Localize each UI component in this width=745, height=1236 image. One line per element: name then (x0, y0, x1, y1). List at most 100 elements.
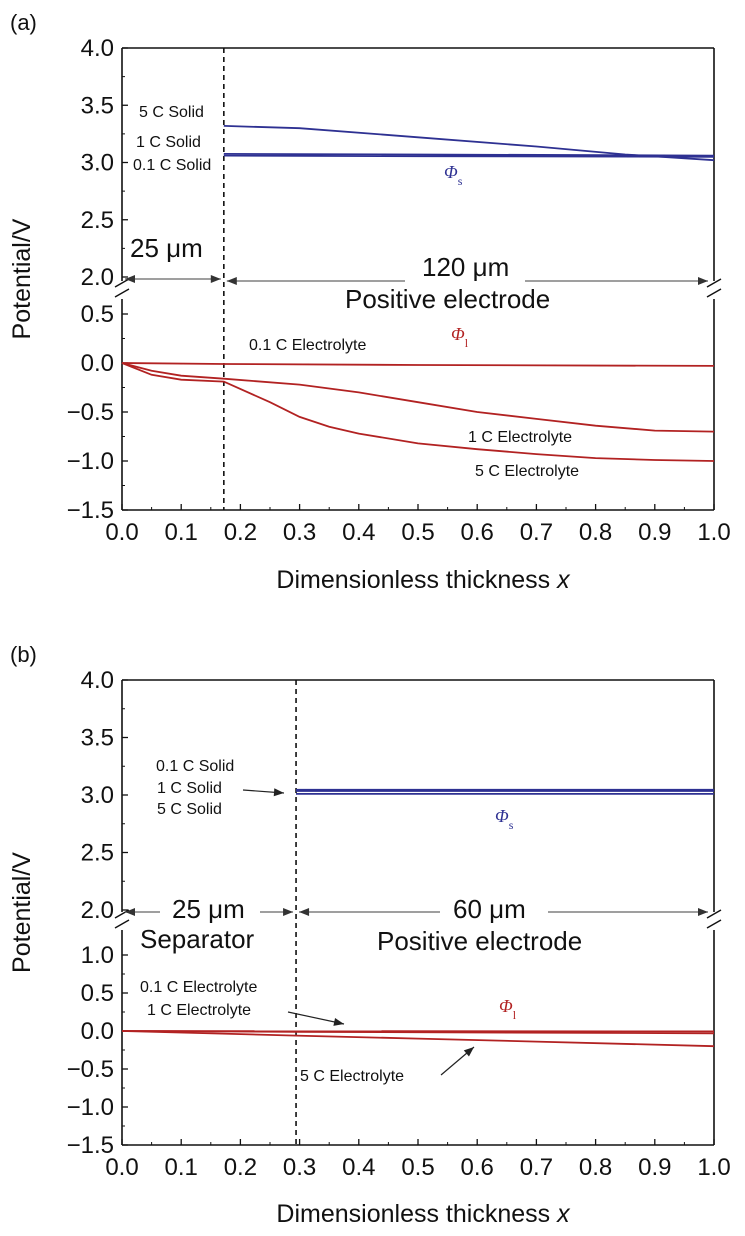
panel-a-label: (a) (10, 10, 37, 35)
panel-b-phi-l-label: Φl (499, 996, 517, 1022)
panel-a-ann-01c-electrolyte: 0.1 C Electrolyte (249, 337, 366, 354)
panel-a-dim-left-label: 25 μm (130, 233, 203, 263)
panel-b-dim-right-label: 60 μm (453, 894, 526, 924)
panel-b-y-tick-label-lower: −0.5 (67, 1056, 114, 1083)
panel-a-break-mark (114, 288, 130, 298)
panel-b-break-mark (114, 909, 130, 919)
panel-a-dim-right-label: 120 μm (422, 252, 509, 282)
panel-b-ann-1c-solid: 1 C Solid (157, 780, 222, 797)
panel-b-dim-arrow-electrode-head-left (299, 908, 310, 916)
panel-a-y-tick-label-upper: 3.5 (81, 92, 114, 119)
panel-a-dim-arrow-electrode-head-left (226, 277, 237, 285)
panel-b-y-tick-label-lower: −1.0 (67, 1094, 114, 1121)
panel-a-y-tick-label-upper: 4.0 (81, 35, 114, 62)
panel-a-y-tick-label-upper: 2.5 (81, 207, 114, 234)
panel-a-series-0-1-c-solid (223, 154, 715, 158)
panel-b-x-tick-label: 0.8 (579, 1154, 612, 1181)
panel-a-x-tick-label: 0.8 (579, 519, 612, 546)
panel-b-x-axis-title: Dimensionless thickness x (276, 1200, 571, 1228)
panel-a-series-0-1-c-electrolyte (121, 362, 715, 367)
panel-a-ann-5c-solid: 5 C Solid (139, 104, 204, 121)
panel-a-dim-arrow-separator-head-right (210, 275, 221, 283)
panel-b-x-tick-label: 0.6 (461, 1154, 494, 1181)
panel-a-dim-label-bg (405, 252, 525, 292)
panel-a-break-mark (706, 278, 722, 288)
panel-b-x-tick-label: 0.3 (283, 1154, 316, 1181)
panel-a-x-axis-title: Dimensionless thickness x (276, 566, 571, 594)
panel-a-x-tick-label: 0.4 (342, 519, 375, 546)
panel-b-dim-arrow-separator-head-right (283, 908, 294, 916)
panel-b-y-tick-label-upper: 4.0 (81, 667, 114, 694)
panel-b-dim-arrow-separator-head-left (125, 908, 135, 916)
panel-b-x-tick-label: 0.9 (638, 1154, 671, 1181)
panel-b-dim-left-bg (160, 890, 260, 928)
panel-b-series-5-c-electrolyte (121, 1030, 715, 1048)
panel-a-series-1-c-solid (223, 152, 715, 157)
panel-a-break-mark (706, 288, 722, 298)
panel-a-x-tick-label: 0.0 (105, 519, 138, 546)
panel-b-label: (b) (10, 642, 37, 667)
panel-a-x-tick-label: 0.3 (283, 519, 316, 546)
panel-a-y-axis-title: Potential/V (8, 218, 36, 339)
panel-b-y-tick-label-upper: 3.0 (81, 782, 114, 809)
panel-a-region-electrode-label: Positive electrode (345, 284, 550, 314)
panel-b-break-mark (706, 909, 722, 919)
panel-a-ann-1c-solid: 1 C Solid (136, 134, 201, 151)
panel-b-dim-arrow-electrode-head-right (698, 908, 708, 916)
panel-b-x-tick-label: 1.0 (697, 1154, 730, 1181)
panel-b-dim-right-bg (440, 890, 548, 928)
panel-a-y-tick-label-lower: −1.5 (67, 497, 114, 524)
panel-a-x-tick-label: 0.7 (520, 519, 553, 546)
panel-a-break-mark (114, 278, 130, 288)
panel-b-x-tick-label: 0.2 (224, 1154, 257, 1181)
panel-b-pointer-electrolyte-5c-head (463, 1047, 474, 1057)
panel-b-dim-left-label: 25 μm (172, 894, 245, 924)
panel-b-y-tick-label-lower: 0.5 (81, 980, 114, 1007)
panel-b-y-tick-label-upper: 2.5 (81, 840, 114, 867)
panel-b-pointer-solid-head (273, 788, 284, 797)
panel-b-x-tick-label: 0.1 (165, 1154, 198, 1181)
panel-b-break-mark (706, 919, 722, 929)
panel-b-ann-01c-electrolyte: 0.1 C Electrolyte (140, 979, 257, 996)
panel-b-ann-5c-solid: 5 C Solid (157, 801, 222, 818)
panel-a-dim-arrow-electrode-head-right (698, 277, 708, 285)
panel-a-y-tick-label-lower: −1.0 (67, 448, 114, 475)
panel-a-y-tick-label-lower: −0.5 (67, 399, 114, 426)
panel-a-series-5-c-electrolyte (121, 362, 715, 462)
panel-b-break-mark (114, 919, 130, 929)
panel-a-y-tick-label-lower: 0.0 (81, 350, 114, 377)
panel-b-region-electrode-label: Positive electrode (377, 926, 582, 956)
panel-b-ann-5c-electrolyte: 5 C Electrolyte (300, 1068, 404, 1085)
panel-a-ann-01c-solid: 0.1 C Solid (133, 157, 211, 174)
panel-a-y-tick-label-upper: 3.0 (81, 150, 114, 177)
panel-b-y-tick-label-upper: 3.5 (81, 725, 114, 752)
panel-a-y-tick-label-lower: 0.5 (81, 301, 114, 328)
panel-b-phi-s-label: Φs (495, 806, 514, 832)
panel-b-x-tick-label: 0.5 (401, 1154, 434, 1181)
panel-a-x-tick-label: 0.5 (401, 519, 434, 546)
panel-b-region-separator-label: Separator (140, 924, 255, 954)
panel-b-ann-1c-electrolyte: 1 C Electrolyte (147, 1002, 251, 1019)
panel-b-y-tick-label-lower: 0.0 (81, 1018, 114, 1045)
panel-a-ann-5c-electrolyte: 5 C Electrolyte (475, 463, 579, 480)
panel-a-x-tick-label: 0.6 (461, 519, 494, 546)
panel-a-x-tick-label: 0.1 (165, 519, 198, 546)
panel-a-series-1-c-electrolyte (121, 362, 715, 433)
panel-b-pointer-electrolyte-low-head (333, 1017, 344, 1026)
panel-b-ann-01c-solid: 0.1 C Solid (156, 758, 234, 775)
panel-b-x-tick-label: 0.4 (342, 1154, 375, 1181)
panel-b-y-tick-label-lower: −1.5 (67, 1132, 114, 1159)
panel-a-x-tick-label: 0.9 (638, 519, 671, 546)
panel-b-series-1-c-electrolyte (121, 1030, 715, 1035)
panel-b-x-tick-label: 0.0 (105, 1154, 138, 1181)
panel-a-ann-1c-electrolyte: 1 C Electrolyte (468, 429, 572, 446)
panel-a-y-tick-label-upper: 2.0 (81, 264, 114, 291)
panel-b-x-tick-label: 0.7 (520, 1154, 553, 1181)
panel-b-y-tick-label-upper: 2.0 (81, 897, 114, 924)
panel-a-phi-s-label: Φs (444, 162, 463, 188)
panel-a-dim-arrow-separator-head-left (125, 275, 135, 283)
panel-a-x-tick-label: 0.2 (224, 519, 257, 546)
panel-b-y-tick-label-lower: 1.0 (81, 942, 114, 969)
panel-a-x-tick-label: 1.0 (697, 519, 730, 546)
